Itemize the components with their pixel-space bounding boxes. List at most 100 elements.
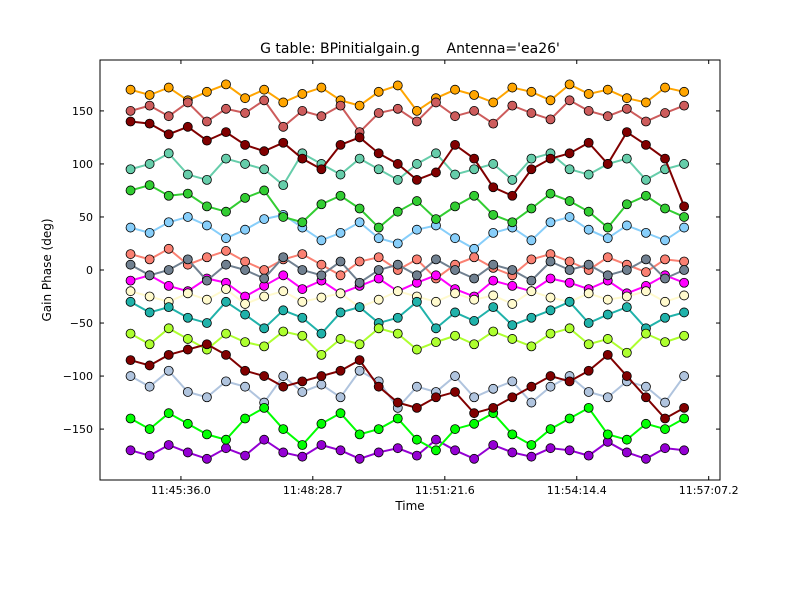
data-point [507, 429, 518, 440]
data-point [469, 408, 480, 419]
data-point [182, 212, 193, 222]
data-point [201, 294, 212, 305]
data-point [259, 434, 270, 445]
data-point [450, 201, 460, 212]
data-point [182, 312, 193, 323]
data-point [354, 277, 365, 288]
data-point [641, 190, 651, 201]
data-point [450, 169, 460, 180]
data-point [392, 397, 403, 408]
data-point [278, 305, 289, 316]
data-point [526, 164, 537, 175]
data-point [431, 323, 441, 334]
data-point [182, 344, 193, 355]
data-point [373, 148, 384, 159]
data-point [583, 339, 594, 350]
data-point [335, 365, 346, 376]
data-point [545, 305, 556, 316]
data-point [297, 296, 308, 307]
data-point [564, 323, 575, 334]
data-point [354, 203, 365, 214]
data-point [316, 371, 327, 381]
data-point [163, 440, 174, 450]
data-point [660, 273, 670, 284]
x-tick-label: 11:51:21.6 [415, 484, 475, 497]
data-point [602, 392, 613, 403]
data-point [240, 139, 250, 150]
data-point [316, 440, 327, 450]
data-point [221, 259, 231, 270]
data-point [679, 445, 690, 456]
data-point [679, 307, 690, 318]
data-point [564, 265, 575, 275]
data-point [583, 402, 594, 413]
data-point [660, 397, 670, 408]
data-point [431, 434, 441, 445]
data-point [679, 290, 690, 301]
data-point [526, 108, 537, 118]
data-point [469, 153, 480, 164]
data-point [335, 307, 346, 318]
data-point [507, 190, 518, 201]
data-point [469, 418, 480, 429]
data-point [621, 199, 632, 210]
data-point [125, 222, 136, 233]
data-point [221, 206, 231, 217]
data-point [297, 330, 308, 341]
data-point [641, 392, 651, 403]
data-point [259, 265, 270, 275]
data-point [373, 424, 384, 434]
data-point [125, 296, 136, 307]
data-point [660, 413, 670, 424]
data-point [411, 434, 422, 445]
data-point [431, 296, 441, 307]
data-point [163, 365, 174, 376]
data-point [660, 312, 670, 323]
data-point [144, 159, 155, 169]
data-point [278, 97, 289, 108]
data-point [411, 159, 422, 169]
data-point [144, 307, 155, 318]
y-tick-label: 50 [79, 211, 93, 224]
data-point [526, 341, 537, 352]
data-point [488, 326, 499, 337]
data-point [469, 273, 480, 284]
data-point [392, 328, 403, 339]
data-point [602, 252, 613, 263]
data-point [297, 89, 308, 99]
data-point [240, 192, 250, 203]
data-point [144, 424, 155, 434]
data-point [182, 188, 193, 199]
data-point [431, 270, 441, 281]
data-point [450, 84, 460, 95]
data-point [621, 127, 632, 138]
data-point [373, 252, 384, 263]
data-point [507, 392, 518, 403]
data-point [660, 296, 670, 307]
data-point [545, 273, 556, 284]
data-point [660, 443, 670, 454]
data-point [201, 201, 212, 212]
data-point [201, 453, 212, 464]
data-point [163, 265, 174, 275]
data-point [564, 164, 575, 175]
data-point [526, 254, 537, 265]
data-point [602, 84, 613, 95]
data-point [354, 453, 365, 464]
data-point [278, 180, 289, 191]
data-point [125, 116, 136, 127]
data-point [297, 217, 308, 228]
data-point [335, 100, 346, 111]
data-point [679, 159, 690, 169]
data-point [221, 296, 231, 307]
data-point [488, 209, 499, 220]
data-point [373, 108, 384, 118]
data-point [602, 111, 613, 122]
data-point [621, 291, 632, 302]
data-point [526, 286, 537, 297]
series-2 [125, 434, 690, 464]
series-0 [125, 79, 690, 116]
data-point [469, 392, 480, 403]
data-point [144, 291, 155, 302]
data-point [182, 97, 193, 108]
